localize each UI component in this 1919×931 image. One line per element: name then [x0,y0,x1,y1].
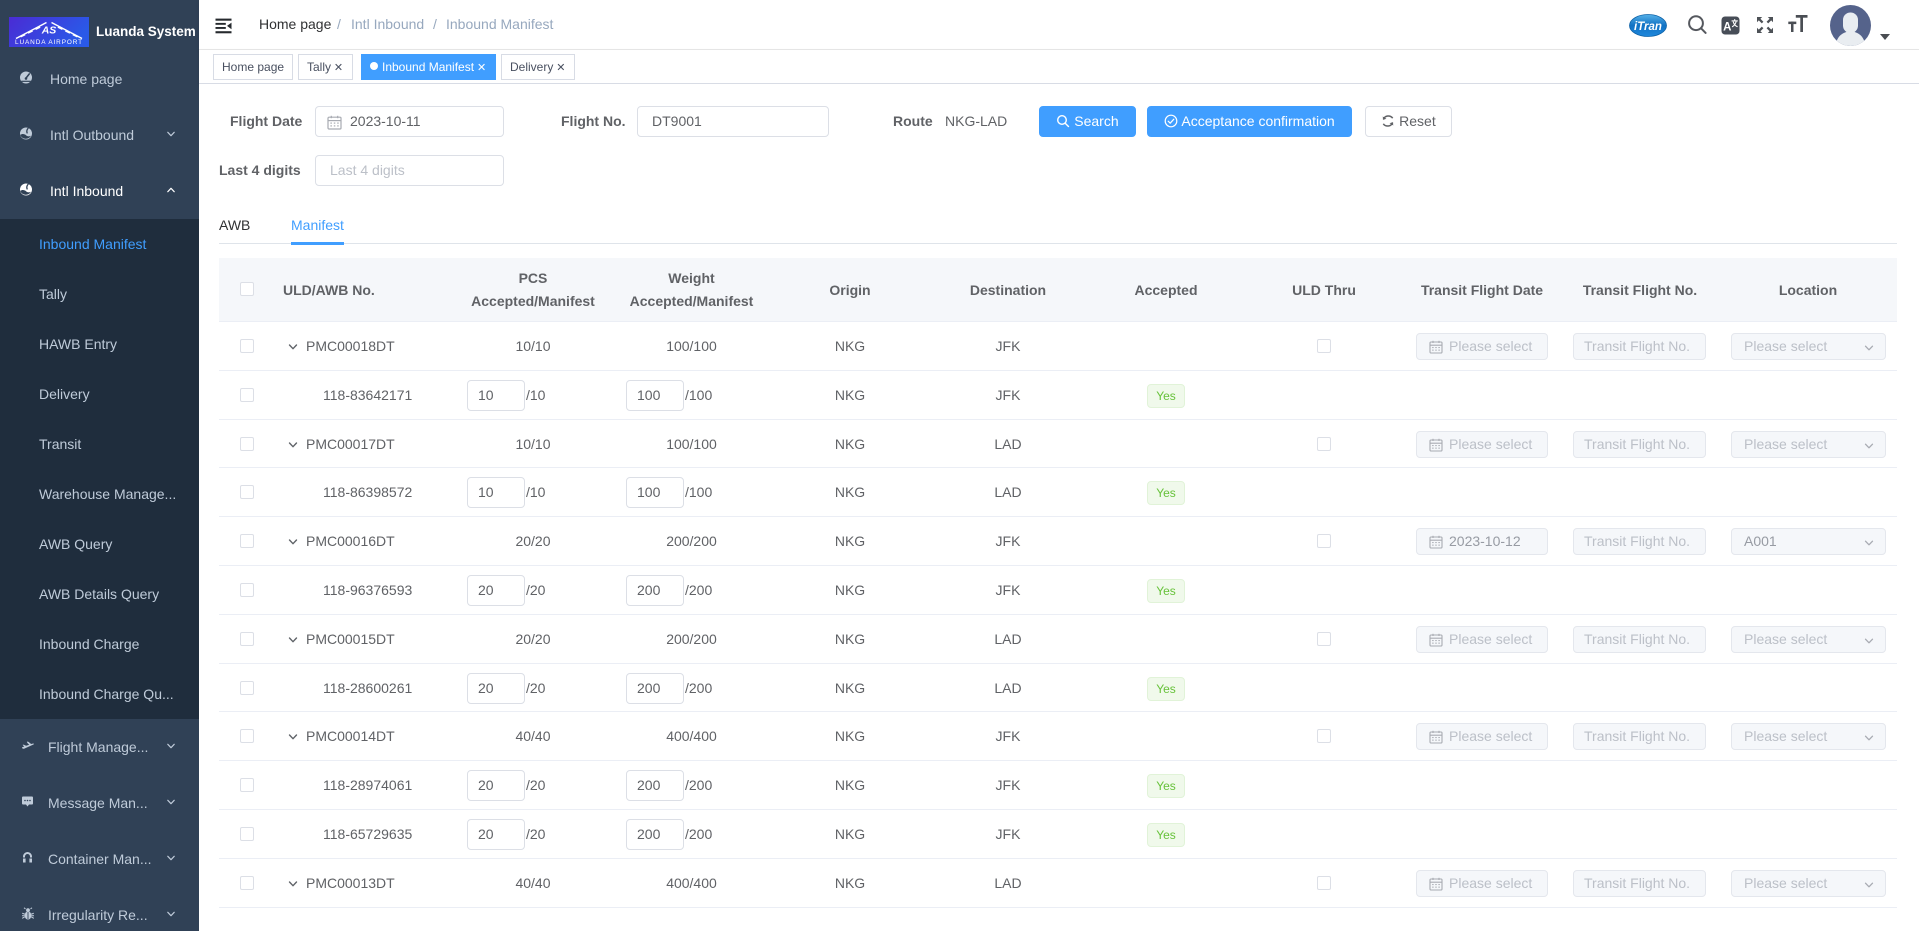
svg-text:LUANDA AIRPORT: LUANDA AIRPORT [15,39,83,46]
svg-text:iTran: iTran [1634,21,1662,33]
svg-text:AS: AS [41,25,57,37]
svg-text:A: A [1723,22,1731,34]
